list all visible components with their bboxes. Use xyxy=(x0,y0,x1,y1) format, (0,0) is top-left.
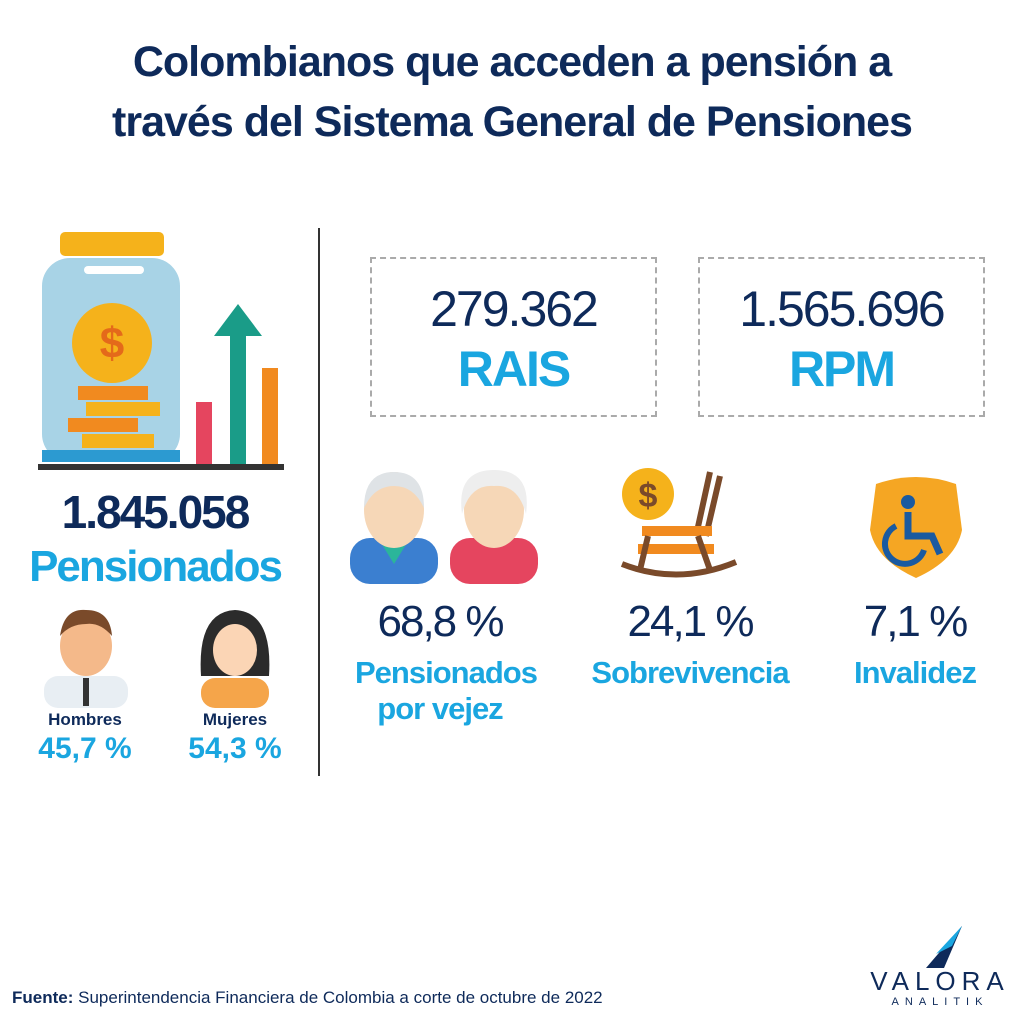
source: Fuente: Superintendencia Financiera de C… xyxy=(12,988,603,1008)
type-label: Invalidez xyxy=(854,655,977,690)
disability-icon xyxy=(870,477,962,578)
elderly-icon xyxy=(350,470,538,584)
total-label: Pensionados xyxy=(29,542,283,591)
type-share: 24,1 % xyxy=(627,597,755,646)
regime-label: RPM xyxy=(788,341,896,397)
savings-icon: $ xyxy=(38,232,284,470)
title-line: través del Sistema General de Pensiones xyxy=(112,98,913,146)
regime-value: 279.362 xyxy=(430,281,599,337)
gender-share: 45,7 % xyxy=(38,732,132,765)
type-label: Pensionados por vejez xyxy=(355,655,538,726)
type-label: Sobrevivencia xyxy=(591,655,789,690)
logo-mark xyxy=(926,926,962,968)
type-share: 68,8 % xyxy=(377,597,505,646)
regime-value: 1.565.696 xyxy=(739,281,945,337)
source-label: Fuente: xyxy=(12,988,74,1007)
svg-text:$: $ xyxy=(639,477,658,515)
logo-name: VALORA xyxy=(870,966,1010,996)
total-value: 1.845.058 xyxy=(61,486,251,538)
gender-label: Mujeres xyxy=(202,710,268,729)
regime-label: RAIS xyxy=(457,341,571,397)
logo-tagline: ANALITIK xyxy=(891,996,989,1008)
regime-box xyxy=(698,257,985,417)
title-line: Colombianos que acceden a pensión a xyxy=(132,38,892,86)
svg-text:$: $ xyxy=(100,319,124,368)
woman-icon xyxy=(200,610,270,708)
source-text: Superintendencia Financiera de Colombia … xyxy=(78,988,603,1007)
rocking-chair-icon: $ xyxy=(620,468,738,578)
man-icon xyxy=(44,609,128,708)
regime-box xyxy=(370,257,657,417)
divider xyxy=(318,228,320,776)
type-share: 7,1 % xyxy=(863,597,969,646)
gender-share: 54,3 % xyxy=(188,732,282,765)
gender-label: Hombres xyxy=(48,710,122,729)
